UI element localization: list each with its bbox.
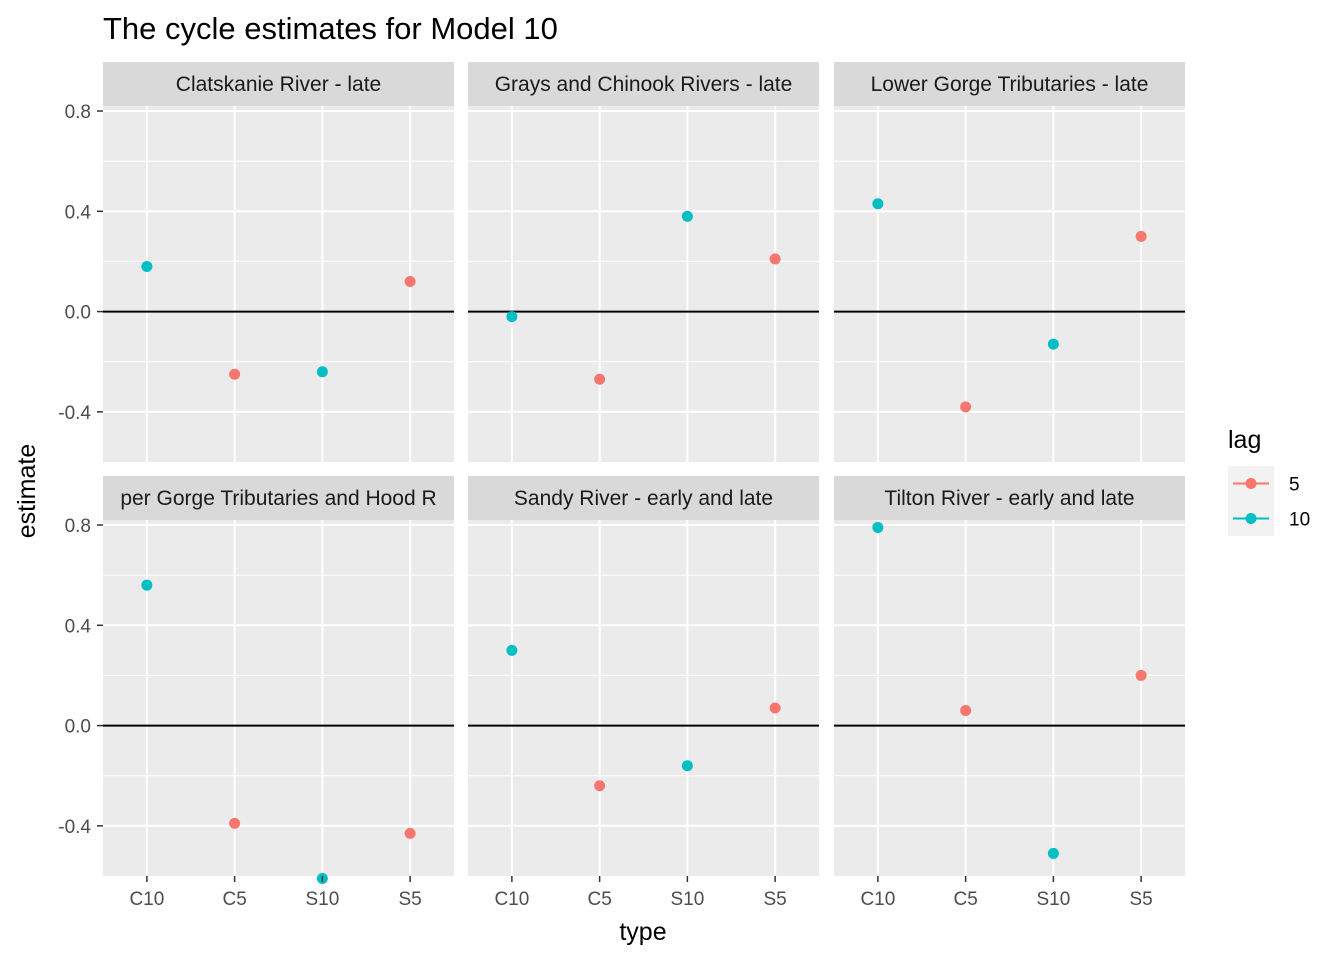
data-point xyxy=(872,198,884,210)
legend-title: lag xyxy=(1228,426,1261,454)
x-tick-label: S5 xyxy=(1130,889,1153,910)
legend-key-point xyxy=(1245,513,1257,524)
y-tick-label: 0.8 xyxy=(65,102,91,123)
legend-item: 5 xyxy=(1228,466,1300,501)
facet-panel: Sandy River - early and late xyxy=(468,476,819,876)
x-tick-label: C10 xyxy=(129,889,164,910)
data-point xyxy=(1047,338,1059,350)
panel-background xyxy=(468,106,819,462)
legend-item-label: 5 xyxy=(1289,475,1300,496)
data-point xyxy=(872,522,884,534)
data-point xyxy=(1135,669,1147,681)
x-tick-label: C10 xyxy=(494,889,529,910)
panel-background xyxy=(834,106,1185,462)
facet-panels: Clatskanie River - late Grays and Chinook… xyxy=(103,62,1185,885)
panel-background xyxy=(103,106,454,462)
x-tick-label: C10 xyxy=(860,889,895,910)
data-point xyxy=(594,780,606,792)
data-point xyxy=(769,702,781,714)
y-tick-label: -0.4 xyxy=(58,817,91,838)
x-tick-label: C5 xyxy=(587,889,611,910)
facet-strip-label: Lower Gorge Tributaries - late xyxy=(871,73,1149,96)
facet-strip-label: Sandy River - early and late xyxy=(514,487,773,510)
data-point xyxy=(960,705,972,717)
facet-strip xyxy=(103,62,454,106)
facet-strip-label: per Gorge Tributaries and Hood R xyxy=(120,487,436,510)
x-tick-label: C5 xyxy=(953,889,977,910)
facet-strip xyxy=(834,62,1185,106)
facet-strip xyxy=(834,476,1185,520)
facet-panel: Grays and Chinook Rivers - late xyxy=(468,62,819,462)
chart-title: The cycle estimates for Model 10 xyxy=(103,11,558,46)
facet-panel: Clatskanie River - late xyxy=(103,62,454,462)
y-tick-label: 0.4 xyxy=(65,616,92,637)
x-tick-label: C5 xyxy=(222,889,246,910)
facet-strip xyxy=(468,476,819,520)
data-point xyxy=(506,311,518,323)
legend-item: 10 xyxy=(1228,501,1310,536)
data-point xyxy=(769,253,781,265)
y-tick-label: 0.4 xyxy=(65,202,92,223)
data-point xyxy=(141,260,153,272)
data-point xyxy=(506,644,518,656)
x-tick-label: S5 xyxy=(399,889,422,910)
panel-background xyxy=(834,520,1185,876)
y-tick-label: -0.4 xyxy=(58,403,91,424)
data-point xyxy=(1135,230,1147,242)
facet-strip xyxy=(103,476,454,520)
axes: -0.4 0.0 0.4 0.8 -0.4 0.0 0.4 0.8 C10 C5 S10 S5 C10 C… xyxy=(58,102,1153,910)
data-point xyxy=(1047,847,1059,859)
facet-panel: per Gorge Tributaries and Hood R xyxy=(103,476,454,885)
data-point xyxy=(141,579,153,591)
legend-item-label: 10 xyxy=(1289,510,1310,531)
data-point xyxy=(404,827,416,839)
y-tick-label: 0.0 xyxy=(65,717,91,738)
x-tick-label: S10 xyxy=(670,889,704,910)
legend: lag 5 10 xyxy=(1228,426,1310,536)
y-tick-label: 0.0 xyxy=(65,303,91,324)
x-tick-label: S10 xyxy=(1036,889,1070,910)
y-axis-title: estimate xyxy=(13,444,41,538)
data-point xyxy=(404,275,416,287)
data-point xyxy=(229,817,241,829)
facet-strip-label: Clatskanie River - late xyxy=(176,73,381,96)
x-axis-title: type xyxy=(619,918,666,946)
panel-background xyxy=(468,520,819,876)
facet-strip-label: Grays and Chinook Rivers - late xyxy=(495,73,793,96)
facet-strip xyxy=(468,62,819,106)
data-point xyxy=(594,373,606,385)
data-point xyxy=(229,368,241,380)
panel-background xyxy=(103,520,454,876)
facet-panel: Tilton River - early and late xyxy=(834,476,1185,876)
data-point xyxy=(681,210,693,222)
facet-strip-label: Tilton River - early and late xyxy=(884,487,1134,510)
y-tick-label: 0.8 xyxy=(65,516,91,537)
data-point xyxy=(681,760,693,772)
x-tick-label: S5 xyxy=(764,889,787,910)
x-tick-label: S10 xyxy=(305,889,339,910)
data-point xyxy=(960,401,972,413)
legend-key-point xyxy=(1245,478,1257,489)
data-point xyxy=(316,366,328,378)
facet-panel: Lower Gorge Tributaries - late xyxy=(834,62,1185,462)
